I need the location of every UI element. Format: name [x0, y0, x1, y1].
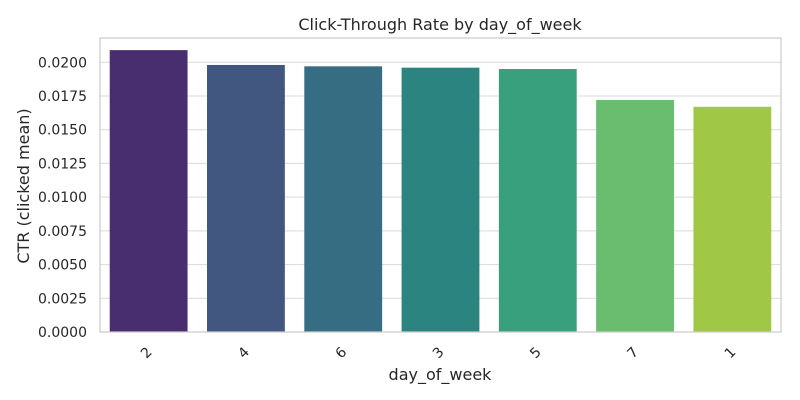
x-tick-label: 2	[138, 344, 156, 362]
bar-1	[693, 106, 772, 332]
chart-title: Click-Through Rate by day_of_week	[298, 15, 582, 35]
y-tick-label: 0.0200	[38, 55, 87, 71]
x-tick-label: 4	[235, 344, 253, 362]
bar-4	[207, 64, 285, 333]
x-tick-label: 5	[527, 344, 545, 362]
y-tick-label: 0.0175	[38, 89, 87, 105]
x-tick-label: 7	[624, 344, 642, 362]
bar-3	[401, 67, 480, 332]
y-tick-label: 0.0075	[38, 224, 87, 240]
bars	[109, 50, 772, 333]
x-tick-label: 6	[333, 344, 351, 362]
x-tick-label: 1	[722, 344, 740, 362]
x-axis-ticks: 2 4 6 3 5 7 1	[138, 344, 739, 362]
x-axis-label: day_of_week	[389, 365, 493, 385]
bar-7	[596, 100, 674, 332]
y-axis-label: CTR (clicked mean)	[14, 108, 33, 263]
y-tick-label: 0.0025	[38, 291, 87, 307]
y-axis-ticks: 0.0000 0.0025 0.0050 0.0075 0.0100 0.0125 0.01…	[38, 55, 87, 341]
y-tick-label: 0.0125	[38, 156, 87, 172]
bar-6	[304, 66, 383, 332]
x-tick-label: 3	[430, 344, 448, 362]
bar-2	[109, 50, 188, 333]
bar-5	[498, 69, 577, 333]
y-tick-label: 0.0100	[38, 190, 87, 206]
y-tick-label: 0.0050	[38, 258, 87, 274]
y-tick-label: 0.0000	[38, 325, 87, 341]
plot-frame	[99, 37, 782, 333]
y-tick-label: 0.0150	[38, 123, 87, 139]
